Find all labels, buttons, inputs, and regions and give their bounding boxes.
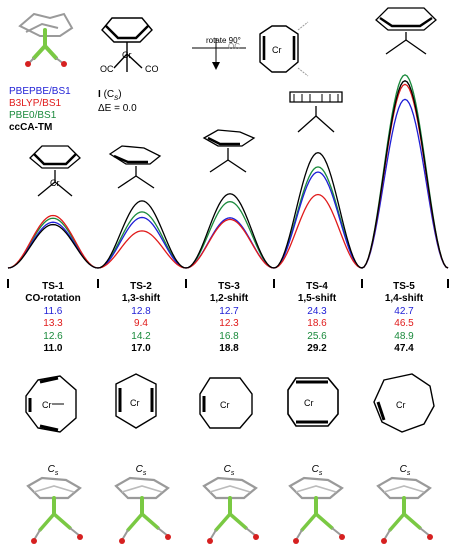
ligand-label-r: CO (145, 64, 159, 74)
minimum-marker (447, 279, 449, 288)
molecules-3d-row (26, 476, 433, 544)
legend-item-pbepbe: PBEPBE/BS1 (9, 86, 71, 97)
ligand-label-rotated: OC (228, 42, 240, 51)
value-ccca: 29.2 (307, 343, 327, 355)
ts5-2d-structure: Cr (373, 373, 435, 433)
rotate-arrow-icon (192, 38, 246, 70)
structure-label: I (Cs) (98, 89, 122, 102)
value-b3lyp: 12.3 (219, 318, 239, 330)
rotate-label: rotate 90° (206, 36, 241, 45)
ts-label: TS-2 (130, 281, 152, 292)
legend-item-b3lyp: B3LYP/BS1 (9, 98, 62, 109)
value-b3lyp: 13.3 (43, 318, 63, 330)
symmetry-label: Cs (135, 464, 147, 477)
structure-I: Cr (101, 17, 153, 72)
value-pbepbe: 12.8 (131, 305, 151, 317)
ts4-structure (289, 91, 343, 133)
molecule-3d (114, 476, 171, 544)
value-pbe0: 16.8 (219, 330, 239, 342)
molecule-3d (376, 476, 433, 544)
minimum-marker (97, 279, 99, 288)
ts-label: TS-4 (306, 281, 328, 292)
legend-item-ccca: ccCA-TM (9, 122, 53, 133)
ligand-label: OC (100, 64, 114, 74)
svg-text:Cr: Cr (304, 398, 314, 408)
value-pbe0: 48.9 (394, 330, 414, 342)
ts-column-2: TS-2 1,3-shift 12.8 9.4 14.2 17.0 (109, 281, 173, 355)
ts-label: TS-1 (42, 281, 64, 292)
ts-label: TS-5 (393, 281, 415, 292)
molecule-3d-top-left (18, 12, 74, 67)
value-pbe0: 25.6 (307, 330, 327, 342)
svg-text:Cr: Cr (50, 178, 60, 188)
svg-text:Cr: Cr (396, 400, 406, 410)
series-line-ccca-tm (7, 80, 449, 269)
ts-label: TS-3 (218, 281, 240, 292)
value-pbepbe: 11.6 (43, 305, 63, 317)
value-pbe0: 12.6 (43, 330, 63, 342)
ts-column-1: TS-1 CO-rotation 11.6 13.3 12.6 11.0 (21, 281, 85, 355)
ts-description: 1,2-shift (209, 293, 249, 305)
molecule-3d (202, 476, 259, 544)
value-ccca: 47.4 (394, 343, 414, 355)
ts-column-5: TS-5 1,4-shift 42.7 46.5 48.9 47.4 (372, 281, 436, 355)
ts2-structure (108, 145, 162, 189)
rotated-view: Cr (259, 21, 309, 77)
value-pbepbe: 24.3 (307, 305, 327, 317)
ts5-structure (375, 7, 437, 55)
ts3-2d-structure: Cr (199, 377, 253, 429)
molecule-3d (26, 476, 83, 544)
ts-description: CO-rotation (25, 293, 81, 305)
energy-profile-chart (7, 74, 449, 269)
value-pbe0: 14.2 (131, 330, 151, 342)
minimum-marker (185, 279, 187, 288)
ts2-2d-structure: Cr (115, 373, 157, 429)
value-b3lyp: 46.5 (394, 318, 414, 330)
symmetry-label: Cs (47, 464, 59, 477)
ts3-structure (202, 129, 256, 173)
ts4-2d-structure: Cr (287, 377, 339, 427)
ts1-2d-structure: Cr (25, 375, 77, 433)
value-ccca: 18.8 (219, 343, 239, 355)
molecule-3d (288, 476, 345, 544)
legend-item-pbe0: PBE0/BS1 (9, 110, 57, 121)
value-ccca: 11.0 (43, 343, 63, 355)
minimum-marker (7, 279, 9, 288)
ts-column-3: TS-3 1,2-shift 12.7 12.3 16.8 18.8 (197, 281, 261, 355)
symmetry-label: Cs (399, 464, 411, 477)
value-pbepbe: 12.7 (219, 305, 239, 317)
delta-e-label: ΔE = 0.0 (98, 103, 137, 114)
svg-text:Cr: Cr (42, 400, 52, 410)
value-b3lyp: 18.6 (307, 318, 327, 330)
value-ccca: 17.0 (131, 343, 151, 355)
symmetry-label: Cs (223, 464, 235, 477)
value-pbepbe: 42.7 (394, 305, 414, 317)
ts-description: 1,5-shift (297, 293, 337, 305)
svg-text:Cr: Cr (220, 400, 230, 410)
svg-text:Cr: Cr (130, 398, 140, 408)
svg-text:Cr: Cr (272, 45, 282, 55)
ts-description: 1,4-shift (384, 293, 424, 305)
ts-description: 1,3-shift (121, 293, 161, 305)
value-b3lyp: 9.4 (134, 318, 148, 330)
svg-text:Cr: Cr (122, 50, 132, 60)
minimum-marker (361, 279, 363, 288)
minimum-marker (273, 279, 275, 288)
symmetry-label: Cs (311, 464, 323, 477)
ts1-structure: Cr (29, 145, 81, 197)
ts-column-4: TS-4 1,5-shift 24.3 18.6 25.6 29.2 (285, 281, 349, 355)
